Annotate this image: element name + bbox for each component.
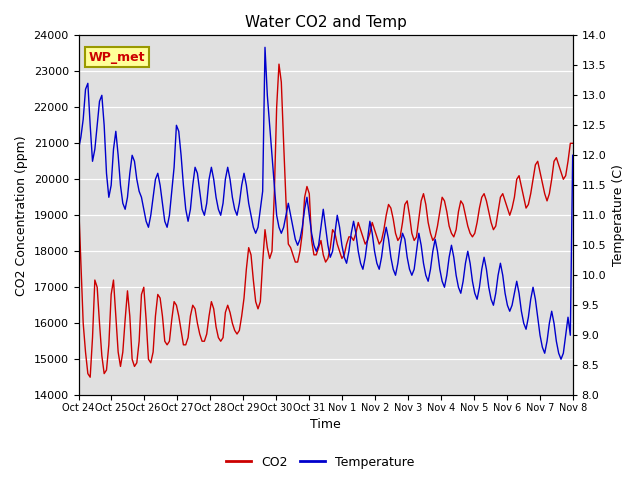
Line: CO2: CO2 <box>79 64 573 377</box>
Temperature <box>261 45 269 50</box>
Temperature <box>569 153 577 158</box>
Line: Temperature: Temperature <box>79 48 573 359</box>
CO2 <box>275 61 283 67</box>
CO2 <box>75 198 83 204</box>
Temperature <box>189 182 196 188</box>
Temperature <box>75 146 83 152</box>
CO2 <box>86 374 94 380</box>
X-axis label: Time: Time <box>310 419 341 432</box>
CO2 <box>247 252 255 258</box>
CO2 <box>191 306 199 312</box>
Temperature <box>89 158 97 164</box>
Temperature <box>207 165 215 170</box>
Temperature <box>557 356 565 362</box>
CO2 <box>324 255 332 261</box>
CO2 <box>210 306 218 312</box>
Title: Water CO2 and Temp: Water CO2 and Temp <box>244 15 406 30</box>
CO2 <box>569 141 577 146</box>
CO2 <box>168 317 175 323</box>
Temperature <box>166 212 173 218</box>
Y-axis label: CO2 Concentration (ppm): CO2 Concentration (ppm) <box>15 135 28 296</box>
Legend: CO2, Temperature: CO2, Temperature <box>221 451 419 474</box>
CO2 <box>91 277 99 283</box>
Temperature <box>245 200 253 206</box>
Temperature <box>322 224 330 230</box>
Y-axis label: Temperature (C): Temperature (C) <box>612 164 625 266</box>
Text: WP_met: WP_met <box>88 50 145 63</box>
